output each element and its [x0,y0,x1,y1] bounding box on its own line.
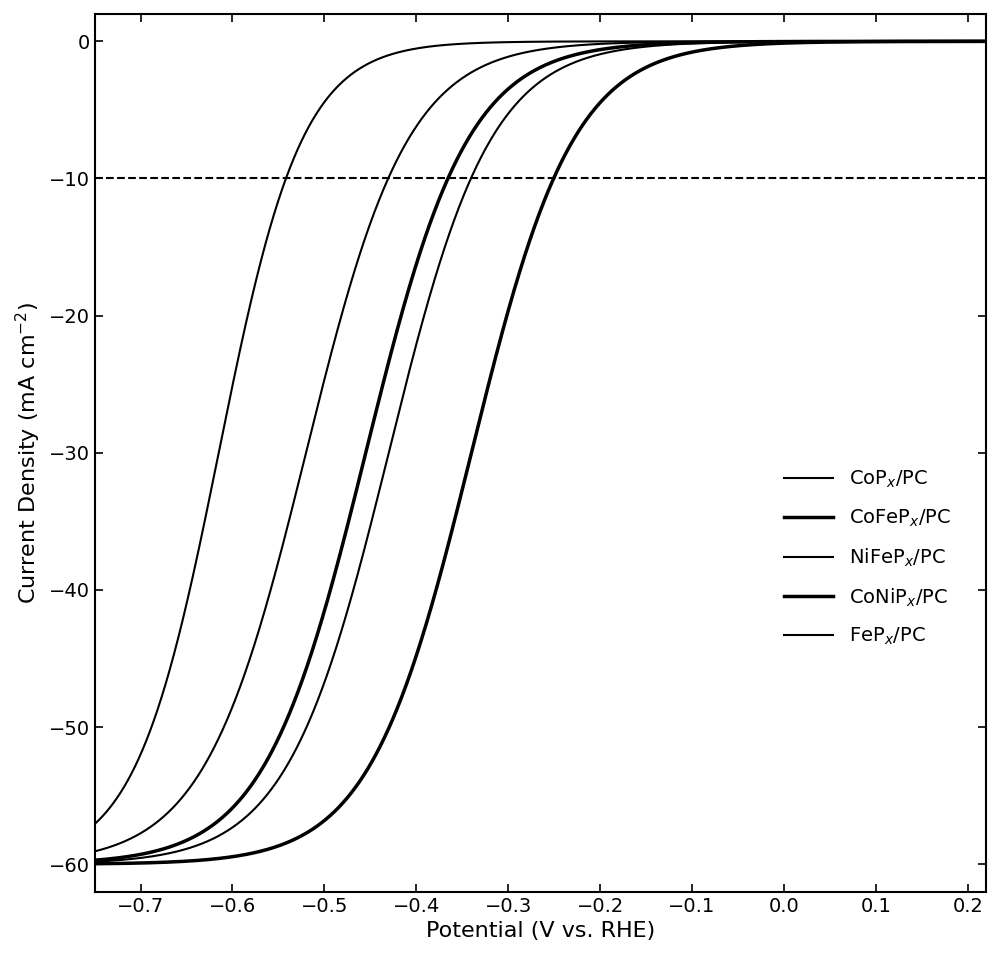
Legend: CoP$_x$/PC, CoFeP$_x$/PC, NiFeP$_x$/PC, CoNiP$_x$/PC, FeP$_x$/PC: CoP$_x$/PC, CoFeP$_x$/PC, NiFeP$_x$/PC, … [777,461,959,655]
Y-axis label: Current Density (mA cm$^{-2}$): Current Density (mA cm$^{-2}$) [14,302,43,604]
X-axis label: Potential (V vs. RHE): Potential (V vs. RHE) [426,922,655,941]
